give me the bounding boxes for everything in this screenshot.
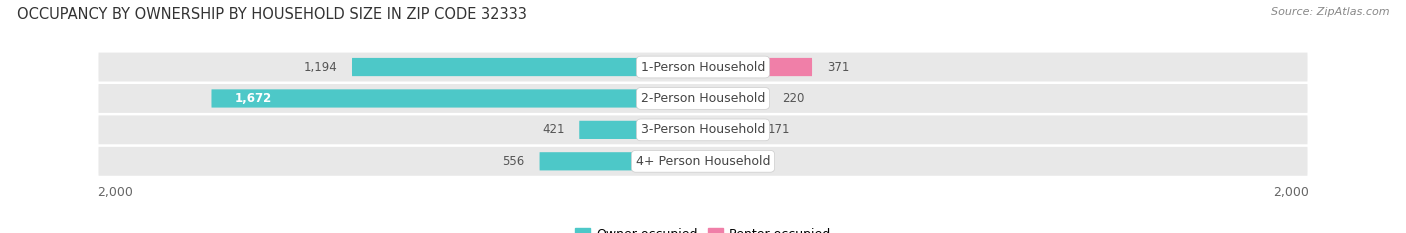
FancyBboxPatch shape <box>579 121 703 139</box>
Text: 4+ Person Household: 4+ Person Household <box>636 155 770 168</box>
Text: OCCUPANCY BY OWNERSHIP BY HOUSEHOLD SIZE IN ZIP CODE 32333: OCCUPANCY BY OWNERSHIP BY HOUSEHOLD SIZE… <box>17 7 527 22</box>
FancyBboxPatch shape <box>97 83 1309 114</box>
FancyBboxPatch shape <box>352 58 703 76</box>
Text: 371: 371 <box>827 61 849 74</box>
Text: 220: 220 <box>782 92 804 105</box>
FancyBboxPatch shape <box>97 146 1309 177</box>
FancyBboxPatch shape <box>97 114 1309 145</box>
Text: 1,194: 1,194 <box>304 61 337 74</box>
Legend: Owner-occupied, Renter-occupied: Owner-occupied, Renter-occupied <box>569 223 837 233</box>
FancyBboxPatch shape <box>540 152 703 170</box>
Text: 1,672: 1,672 <box>235 92 273 105</box>
Text: 171: 171 <box>768 123 790 136</box>
FancyBboxPatch shape <box>703 89 768 108</box>
Text: 421: 421 <box>543 123 565 136</box>
Text: 72: 72 <box>740 155 754 168</box>
Text: 2-Person Household: 2-Person Household <box>641 92 765 105</box>
Text: 3-Person Household: 3-Person Household <box>641 123 765 136</box>
Text: 1-Person Household: 1-Person Household <box>641 61 765 74</box>
FancyBboxPatch shape <box>703 121 754 139</box>
Text: 556: 556 <box>502 155 524 168</box>
FancyBboxPatch shape <box>97 51 1309 82</box>
Text: Source: ZipAtlas.com: Source: ZipAtlas.com <box>1271 7 1389 17</box>
FancyBboxPatch shape <box>703 152 724 170</box>
FancyBboxPatch shape <box>703 58 813 76</box>
FancyBboxPatch shape <box>211 89 703 108</box>
